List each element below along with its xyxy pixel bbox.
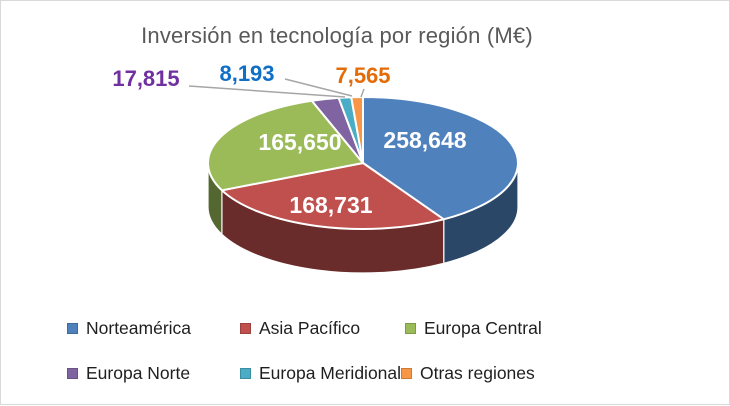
legend-label-europa-central: Europa Central — [424, 317, 542, 338]
legend-label-europa-norte: Europa Norte — [86, 362, 191, 383]
legend-swatch-otras-regiones — [401, 367, 412, 379]
legend-item-otras-regiones[interactable]: Otras regiones — [401, 361, 535, 385]
pie-slice-europa-central[interactable] — [207, 99, 364, 192]
legend-swatch-asia-pacifico — [240, 322, 251, 334]
legend-label-norteamerica: Norteamérica — [86, 317, 192, 338]
value-label-europa-meridional: 8,193 — [219, 61, 274, 86]
legend-item-asia-pacifico[interactable]: Asia Pacífico — [240, 316, 360, 340]
legend-item-europa-norte[interactable]: Europa Norte — [67, 361, 190, 385]
leader-line-europa-norte — [188, 85, 346, 98]
value-label-europa-central: 165,650 — [258, 129, 341, 155]
legend-label-asia-pacifico: Asia Pacífico — [259, 317, 361, 338]
pie-slice-otras-regiones[interactable] — [350, 96, 364, 164]
pie-slice-norteamerica[interactable] — [362, 96, 519, 221]
legend-item-europa-meridional[interactable]: Europa Meridional — [240, 361, 401, 385]
leader-line-europa-meridional — [284, 78, 353, 97]
chart-title: Inversión en tecnología por región (M€) — [141, 23, 533, 48]
legend-label-otras-regiones: Otras regiones — [420, 362, 535, 383]
legend-swatch-europa-meridional — [240, 367, 251, 379]
legend-item-europa-central[interactable]: Europa Central — [405, 316, 542, 340]
value-label-asia-pacifico: 168,731 — [289, 192, 372, 218]
legend-swatch-europa-central — [405, 322, 416, 334]
value-label-norteamerica: 258,648 — [383, 127, 466, 153]
value-label-europa-norte: 17,815 — [112, 66, 179, 91]
leader-line-otras-regiones — [360, 88, 365, 98]
pie-slice-asia-pacifico[interactable] — [220, 162, 445, 230]
legend-swatch-europa-norte — [67, 367, 78, 379]
legend-label-europa-meridional: Europa Meridional — [259, 362, 402, 383]
value-label-otras-regiones: 7,565 — [335, 63, 390, 88]
legend-swatch-norteamerica — [67, 322, 78, 334]
legend-item-norteamerica[interactable]: Norteamérica — [67, 316, 191, 340]
